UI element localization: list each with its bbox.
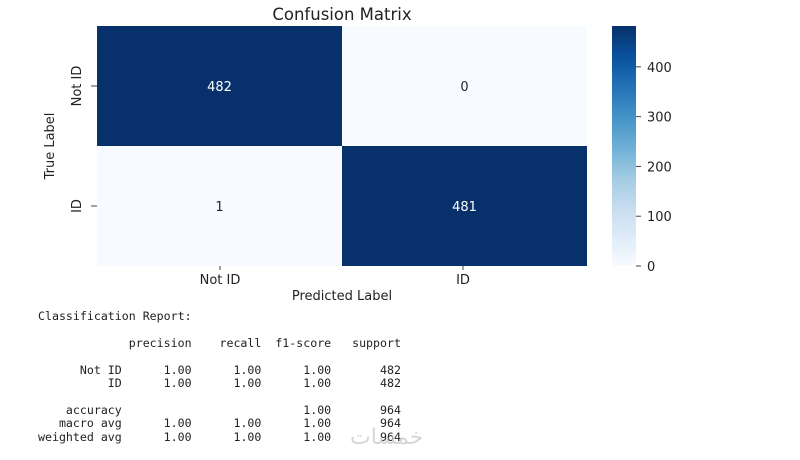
colorbar-ticks: 0 100 200 300 400 <box>636 61 672 275</box>
confusion-matrix-figure: Confusion Matrix 482 0 1 481 Not ID ID Pred… <box>43 5 672 304</box>
heatmap-cell-value: 1 <box>215 200 223 215</box>
colorbar-tick-label: 0 <box>647 260 655 275</box>
classification-report: Classification Report: precision recall … <box>38 309 401 444</box>
x-tick-label-not-id: Not ID <box>200 273 241 288</box>
heatmap-cells: 482 0 1 481 <box>97 26 587 266</box>
colorbar <box>612 26 636 266</box>
heatmap-cell-value: 481 <box>452 200 477 215</box>
colorbar-tick-label: 400 <box>647 61 672 76</box>
watermark: خمسات <box>350 425 424 450</box>
colorbar-tick-label: 200 <box>647 160 672 175</box>
y-tick-label-id: ID <box>70 199 85 213</box>
colorbar-tick-label: 300 <box>647 111 672 126</box>
y-tick-label-not-id: Not ID <box>70 66 85 107</box>
heatmap-cell <box>97 146 342 266</box>
heatmap-cell <box>97 26 342 146</box>
x-axis-label: Predicted Label <box>292 289 392 304</box>
heatmap-cell <box>342 26 587 146</box>
heatmap-cell-value: 482 <box>207 80 232 95</box>
heatmap-cell-value: 0 <box>460 80 468 95</box>
chart-title: Confusion Matrix <box>272 5 412 24</box>
heatmap-cell <box>342 146 587 266</box>
colorbar-tick-label: 100 <box>647 210 672 225</box>
y-axis-label: True Label <box>43 113 58 181</box>
x-tick-label-id: ID <box>456 273 470 288</box>
